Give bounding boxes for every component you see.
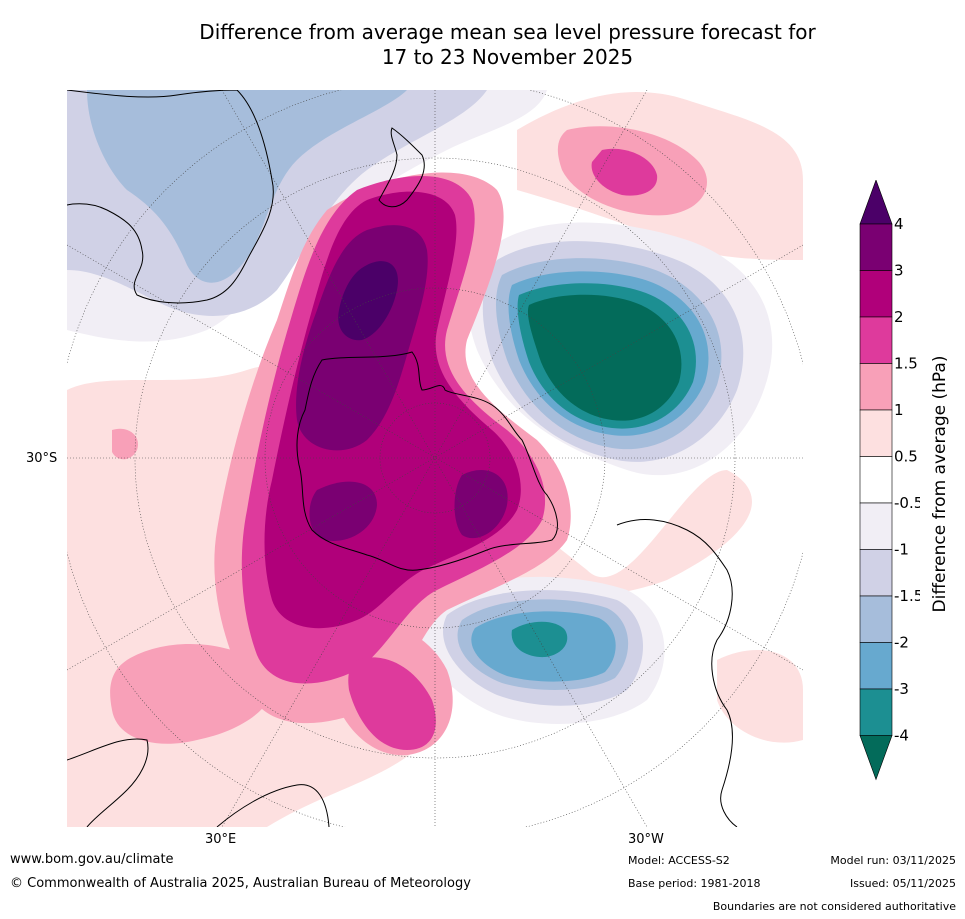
lon-label-30w: 30°W: [628, 832, 664, 847]
footer-base-period: Base period: 1981-2018: [628, 877, 761, 890]
colorbar-band: [859, 549, 893, 597]
colorbar-tick-label: 1: [894, 401, 904, 419]
colorbar-band: [859, 642, 893, 690]
footer-website: www.bom.gov.au/climate: [10, 852, 174, 867]
polar-map: [67, 90, 803, 827]
colorbar-tick-label: -1: [894, 541, 909, 559]
colorbar-band: [859, 456, 893, 504]
graticule: [67, 90, 803, 827]
colorbar-band: [859, 363, 893, 411]
colorbar-band: [859, 595, 893, 643]
lon-label-30e: 30°E: [205, 832, 237, 847]
colorbar-tick-label: 0.5: [894, 448, 918, 466]
chart-title: Difference from average mean sea level p…: [100, 20, 915, 70]
colorbar-tick-label: -1.5: [894, 587, 920, 605]
lat-label-30s: 30°S: [26, 451, 58, 466]
colorbar-tick-label: -0.5: [894, 494, 920, 512]
colorbar-tick-label: -2: [894, 634, 909, 652]
colorbar-tick-label: 3: [894, 262, 904, 280]
colorbar: 4 3 2 1.5 1 0.5 -0.5 -1 -1.5 -2 -3 -4: [859, 180, 920, 781]
colorbar-tick-label: 4: [894, 215, 904, 233]
colorbar-title: Difference from average (hPa): [930, 355, 950, 613]
footer-model-run: Model run: 03/11/2025: [830, 854, 956, 867]
colorbar-band: [859, 688, 893, 736]
anomaly-below-neg-4: [527, 294, 682, 421]
anomaly-above-4: [338, 261, 398, 341]
title-line-2: 17 to 23 November 2025: [381, 45, 634, 69]
antarctica-coastline: [296, 351, 558, 571]
footer-model: Model: ACCESS-S2: [628, 854, 730, 867]
title-line-1: Difference from average mean sea level p…: [199, 20, 816, 44]
colorbar-band: [859, 502, 893, 550]
colorbar-tick-label: -3: [894, 680, 909, 698]
colorbar-tick-label: 2: [894, 308, 904, 326]
colorbar-extend-min: [859, 735, 893, 781]
colorbar-extend-max: [859, 180, 893, 225]
footer-copyright: © Commonwealth of Australia 2025, Austra…: [10, 876, 471, 891]
colorbar-band: [859, 270, 893, 318]
africa-coastline: [67, 738, 149, 827]
colorbar-tick-label: 1.5: [894, 355, 918, 373]
colorbar-band: [859, 409, 893, 457]
footer-issued: Issued: 05/11/2025: [849, 877, 956, 890]
colorbar-band: [859, 316, 893, 364]
new-zealand-coastline: [378, 127, 425, 208]
southern-africa-coastline: [216, 784, 330, 827]
coastlines: [67, 90, 738, 827]
footer-disclaimer: Boundaries are not considered authoritat…: [712, 900, 956, 913]
colorbar-band: [859, 223, 893, 271]
australia-coastline: [67, 90, 274, 304]
south-america-coastline: [616, 519, 738, 827]
colorbar-tick-label: -4: [894, 727, 909, 745]
